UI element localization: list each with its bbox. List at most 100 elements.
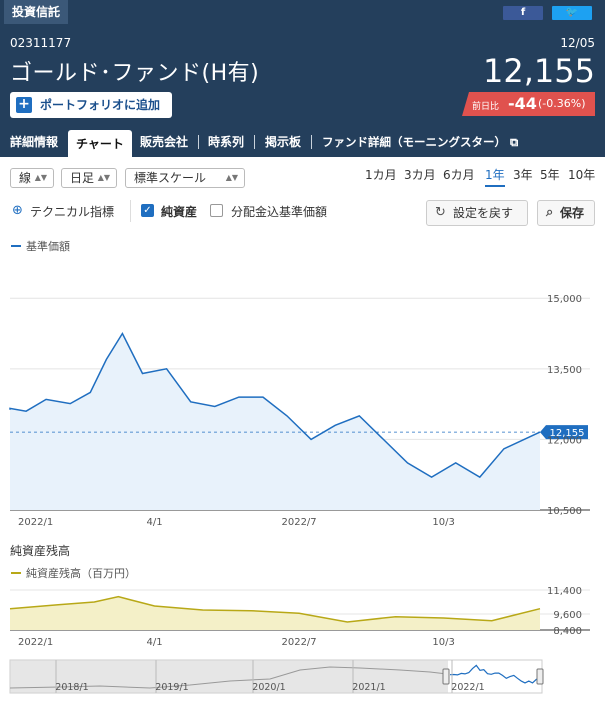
navigator-year-label: 2018/1 — [55, 682, 88, 693]
y-tick-label: 8,400 — [553, 626, 582, 637]
external-link-icon: ⧉ — [510, 135, 519, 149]
tab-bar: 詳細情報 チャート 販売会社 時系列 掲示板 ファンド詳細（モーニングスター） … — [0, 130, 605, 157]
divider — [130, 200, 131, 222]
updown-arrow-icon: ▲▼ — [225, 173, 238, 182]
facebook-icon: f — [520, 7, 526, 18]
price-date: 12/05 — [560, 36, 595, 50]
add-portfolio-button[interactable]: + ポートフォリオに追加 — [10, 92, 172, 118]
navigator-selected-line — [449, 664, 541, 684]
fund-name: ゴールド･ファンド(H有) — [10, 61, 260, 86]
asset-legend: 純資産残高（百万円） — [26, 566, 136, 580]
asset-title: 純資産残高 — [10, 543, 70, 558]
asset-x-axis: 2022/1 4/1 2022/7 10/3 — [18, 637, 455, 648]
y-tick-label: 15,000 — [547, 294, 582, 305]
technical-indicator-link[interactable]: テクニカル指標 — [30, 205, 115, 219]
updown-arrow-icon: ▲▼ — [97, 173, 110, 182]
updown-arrow-icon: ▲▼ — [34, 173, 47, 182]
chart-type-select[interactable]: 線 ▲▼ — [10, 168, 54, 188]
navigator-year-label: 2022/1 — [451, 682, 484, 693]
brand-label: 投資信託 — [4, 0, 69, 24]
price-change-badge: 前日比 -44 (-0.36%) — [462, 92, 595, 116]
scale-select[interactable]: 標準スケール ▲▼ — [125, 168, 245, 188]
asset-area — [10, 596, 540, 630]
y-axis: 15,000 13,500 12,000 10,500 — [547, 294, 582, 517]
tab-fund-detail[interactable]: ファンド詳細（モーニングスター） ⧉ — [322, 130, 518, 157]
nav-checkbox[interactable]: ✓ — [141, 204, 154, 217]
paperclip-icon: ⌕ — [546, 205, 554, 220]
y-tick-label: 11,400 — [547, 586, 582, 597]
navigator-shade — [10, 660, 448, 693]
plus-icon: + — [16, 97, 32, 113]
period-3m[interactable]: 3カ月 — [404, 168, 436, 182]
nav-checkbox-label: 純資産 — [161, 205, 198, 219]
tab-timeseries[interactable]: 時系列 — [208, 135, 245, 149]
last-price-tag: 12,155 — [540, 425, 588, 440]
y-tick-label: 12,000 — [547, 435, 582, 446]
y-tick-label: 13,500 — [547, 365, 582, 376]
navigator-years: 2018/1 2019/1 2020/1 2021/1 2022/1 — [55, 660, 485, 693]
chart-controls: 線 ▲▼ 日足 ▲▼ 標準スケール ▲▼ 1カ月 3カ月 6カ月 1年 3年 5年 1… — [0, 160, 605, 228]
price-area — [10, 333, 540, 510]
reset-settings-button[interactable]: ↻ 設定を戻す — [426, 200, 528, 226]
last-price-label: 12,155 — [550, 428, 585, 439]
y-tick-label: 10,500 — [547, 506, 582, 517]
navigator-right-handle[interactable] — [536, 668, 544, 685]
add-portfolio-label: ポートフォリオに追加 — [40, 98, 161, 112]
price-legend: 基準価額 — [26, 239, 70, 253]
x-tick-label: 10/3 — [432, 637, 454, 648]
facebook-share-button[interactable]: f — [503, 6, 543, 20]
period-1m[interactable]: 1カ月 — [365, 168, 397, 182]
scale-value: 標準スケール — [134, 171, 207, 185]
tab-sellers[interactable]: 販売会社 — [140, 135, 189, 149]
x-tick-label: 10/3 — [432, 517, 454, 528]
distribution-checkbox-label: 分配金込基準価額 — [231, 205, 328, 219]
net-asset-chart: 純資産残高 純資産残高（百万円） 11,400 9,600 8,400 2022/1… — [9, 543, 590, 648]
change-label: 前日比 — [472, 102, 500, 112]
refresh-icon: ↻ — [435, 205, 446, 220]
x-tick-label: 2022/1 — [18, 517, 53, 528]
interval-value: 日足 — [70, 171, 95, 185]
twitter-icon: 🐦 — [565, 7, 579, 18]
period-3y[interactable]: 3年 — [513, 168, 533, 182]
period-5y[interactable]: 5年 — [540, 168, 560, 182]
last-price-marker — [540, 425, 588, 440]
current-price: 12,155 — [483, 52, 595, 90]
save-button[interactable]: ⌕ 保存 — [537, 200, 595, 226]
tab-separator — [254, 135, 255, 149]
x-tick-label: 4/1 — [146, 637, 162, 648]
x-axis: 2022/1 4/1 2022/7 10/3 — [18, 517, 455, 528]
tab-separator — [311, 135, 312, 149]
navigator-history-line — [9, 666, 448, 689]
x-tick-label: 2022/1 — [18, 637, 53, 648]
range-navigator[interactable]: 2018/1 2019/1 2020/1 2021/1 2022/1 — [9, 659, 544, 694]
x-tick-label: 2022/7 — [281, 637, 316, 648]
tab-board[interactable]: 掲示板 — [265, 135, 302, 149]
distribution-checkbox[interactable] — [210, 204, 223, 217]
indicator-row: ⊕ テクニカル指標 ✓ 純資産 分配金込基準価額 ↻ 設定を戻す ⌕ 保存 — [0, 200, 605, 228]
price-line — [9, 331, 541, 479]
twitter-share-button[interactable]: 🐦 — [552, 6, 592, 20]
navigator-left-handle[interactable] — [442, 668, 450, 685]
navigator-year-label: 2019/1 — [155, 682, 188, 693]
tab-details[interactable]: 詳細情報 — [10, 135, 59, 149]
chart-type-value: 線 — [19, 171, 32, 185]
navigator-year-label: 2020/1 — [252, 682, 285, 693]
tab-fund-detail-label: ファンド詳細（モーニングスター） — [322, 135, 506, 149]
change-percent: (-0.36%) — [538, 97, 586, 110]
interval-select[interactable]: 日足 ▲▼ — [61, 168, 117, 188]
period-1y[interactable]: 1年 — [485, 166, 505, 187]
navigator-year-label: 2021/1 — [352, 682, 385, 693]
plus-circle-icon[interactable]: ⊕ — [12, 203, 23, 218]
period-6m[interactable]: 6カ月 — [443, 168, 475, 182]
change-value: -44 — [508, 94, 537, 113]
tab-separator — [198, 135, 199, 149]
period-10y[interactable]: 10年 — [568, 168, 596, 182]
tab-chart[interactable]: チャート — [68, 130, 132, 157]
y-tick-label: 9,600 — [553, 610, 582, 621]
x-tick-label: 4/1 — [146, 517, 162, 528]
fund-header: 投資信託 f 🐦 02311177 12/05 ゴールド･ファンド(H有) 12… — [0, 0, 605, 157]
x-tick-label: 2022/7 — [281, 517, 316, 528]
asset-y-axis: 11,400 9,600 8,400 — [547, 586, 582, 637]
price-chart: 基準価額 12,155 15,000 13,500 12,000 10,500 202… — [9, 239, 590, 528]
